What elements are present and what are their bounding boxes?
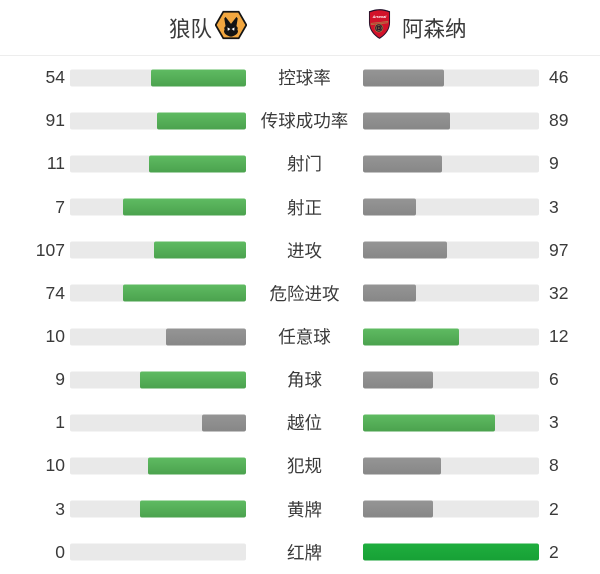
svg-text:Arsenal: Arsenal <box>372 15 388 19</box>
